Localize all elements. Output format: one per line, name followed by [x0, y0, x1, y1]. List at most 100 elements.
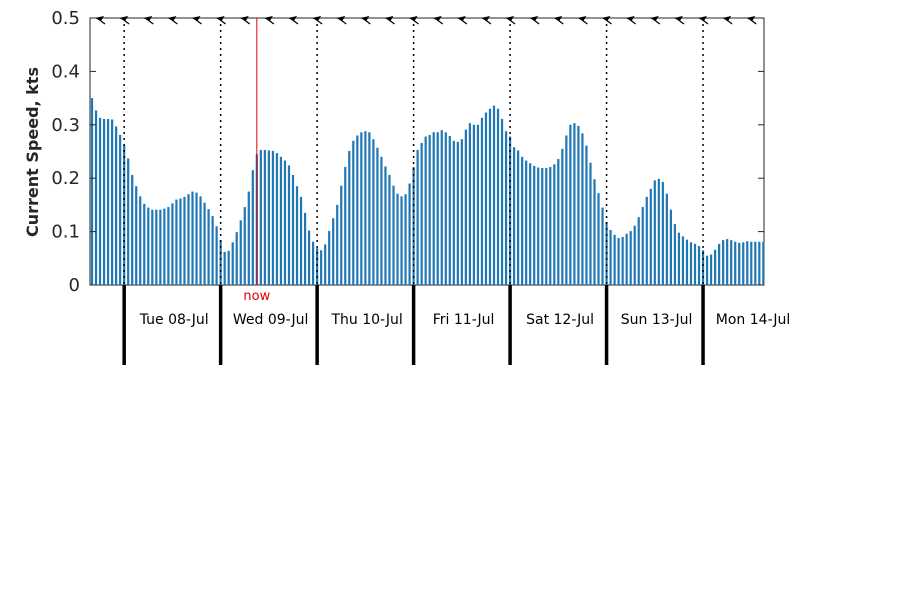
bar: [147, 207, 150, 285]
bar: [179, 198, 182, 285]
direction-arrows: [95, 16, 757, 25]
bar: [476, 124, 480, 285]
direction-arrow: [577, 16, 588, 25]
bar: [460, 139, 463, 285]
direction-arrow: [191, 16, 202, 25]
bar: [312, 241, 315, 285]
direction-arrow: [312, 16, 323, 25]
arrow-head: [529, 16, 539, 21]
bar: [404, 194, 407, 285]
direction-arrow: [746, 16, 757, 25]
arrow-shaft: [313, 17, 323, 25]
bar: [360, 132, 363, 285]
bar: [742, 242, 745, 285]
day-label: Fri 11-Jul: [433, 312, 495, 328]
bar: [392, 185, 395, 285]
day-label: Mon 14-Jul: [716, 312, 791, 328]
arrow-head: [673, 16, 683, 21]
bar: [396, 193, 399, 285]
arrow-shaft: [144, 17, 154, 25]
direction-arrow: [625, 16, 637, 25]
direction-arrow: [673, 16, 685, 25]
y-tick-label: 0.4: [51, 61, 80, 82]
bar: [207, 209, 210, 285]
bar: [340, 185, 343, 285]
arrow-head: [384, 16, 394, 21]
bar: [677, 232, 681, 285]
bar: [259, 149, 262, 285]
bar: [283, 160, 287, 285]
bar: [127, 158, 130, 285]
bar: [332, 218, 335, 285]
bar: [432, 132, 435, 285]
bar: [754, 241, 757, 285]
bar: [380, 156, 383, 285]
bar: [589, 162, 592, 285]
direction-arrow: [336, 16, 347, 25]
arrow-head: [263, 16, 273, 21]
bar: [613, 234, 616, 285]
bar: [115, 126, 118, 286]
bar: [303, 212, 307, 285]
direction-arrow: [698, 16, 709, 25]
bar: [637, 217, 640, 285]
bar: [480, 117, 484, 285]
bar: [565, 135, 568, 285]
arrow-shaft: [699, 17, 709, 25]
bar: [444, 132, 447, 285]
arrow-head: [649, 16, 659, 21]
bar: [167, 207, 170, 285]
bar: [553, 164, 556, 285]
bar: [412, 166, 415, 285]
bar: [693, 243, 697, 285]
arrow-shaft: [530, 17, 540, 25]
bar: [545, 168, 548, 285]
bar: [336, 204, 339, 285]
bar: [601, 207, 604, 285]
bar: [456, 141, 459, 285]
direction-arrow: [601, 16, 612, 25]
bar: [287, 165, 291, 285]
y-tick-label: 0.2: [51, 168, 80, 189]
bar: [448, 136, 451, 285]
bar: [762, 241, 765, 285]
bar: [577, 125, 580, 286]
arrow-head: [601, 16, 611, 21]
bar: [621, 236, 624, 285]
direction-arrow: [529, 16, 540, 25]
bar: [472, 124, 476, 285]
bar: [657, 178, 660, 285]
bar: [267, 150, 270, 285]
bar: [496, 108, 500, 285]
bar: [187, 194, 190, 285]
bar: [504, 131, 508, 285]
bar: [573, 123, 576, 285]
bar: [416, 149, 419, 285]
direction-arrow: [119, 16, 130, 25]
bar: [356, 135, 359, 285]
bar: [211, 216, 214, 285]
direction-arrow: [408, 16, 419, 25]
bar: [701, 250, 705, 285]
bar: [585, 145, 588, 285]
bar: [468, 123, 471, 285]
bar: [295, 186, 299, 285]
direction-arrow: [287, 16, 299, 25]
arrow-head: [360, 16, 370, 21]
direction-arrow: [505, 16, 516, 25]
bar: [271, 150, 275, 285]
bar: [673, 224, 677, 285]
bar: [722, 240, 725, 285]
bar: [625, 233, 628, 285]
arrow-head: [698, 16, 707, 21]
bar: [111, 119, 114, 286]
arrow-head: [408, 16, 418, 21]
day-labels: Tue 08-Jul Wed 09-Jul Thu 10-Jul Fri 11-Jul…: [139, 312, 791, 328]
direction-arrow: [263, 16, 275, 25]
bar: [94, 110, 98, 285]
bar: [758, 241, 761, 285]
arrow-head: [505, 16, 515, 21]
bar: [705, 255, 709, 285]
arrow-head: [432, 16, 442, 21]
bar: [734, 241, 737, 285]
